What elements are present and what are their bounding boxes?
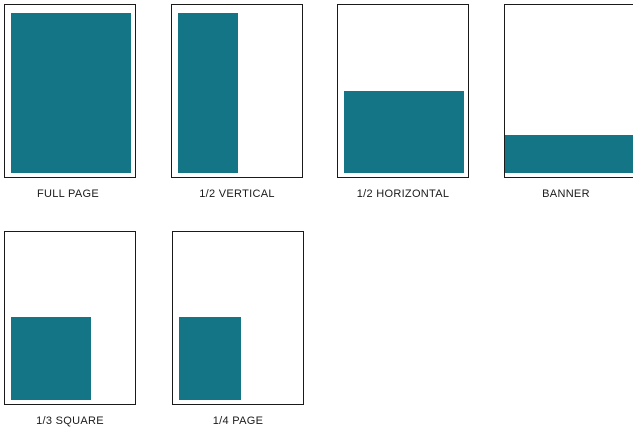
third-square-ad-area [11,317,91,400]
banner-diagram [504,4,633,178]
full-page-ad-area [11,13,131,173]
third-square-diagram [4,231,136,405]
banner-ad-area [505,135,633,173]
half-vertical-diagram [171,4,303,178]
quarter-page-diagram [172,231,304,405]
third-square-label: 1/3 SQUARE [36,415,104,427]
banner-label: BANNER [542,188,590,200]
quarter-page-ad-area [179,317,241,400]
full-page-diagram [4,4,136,178]
half-horizontal-ad-area [344,91,464,173]
quarter-page-label: 1/4 PAGE [212,415,264,427]
half-horizontal-label: 1/2 HORIZONTAL [356,188,450,200]
full-page-label: FULL PAGE [37,188,99,200]
half-vertical-ad-area [178,13,238,173]
half-horizontal-diagram [337,4,469,178]
half-vertical-label: 1/2 VERTICAL [199,188,275,200]
